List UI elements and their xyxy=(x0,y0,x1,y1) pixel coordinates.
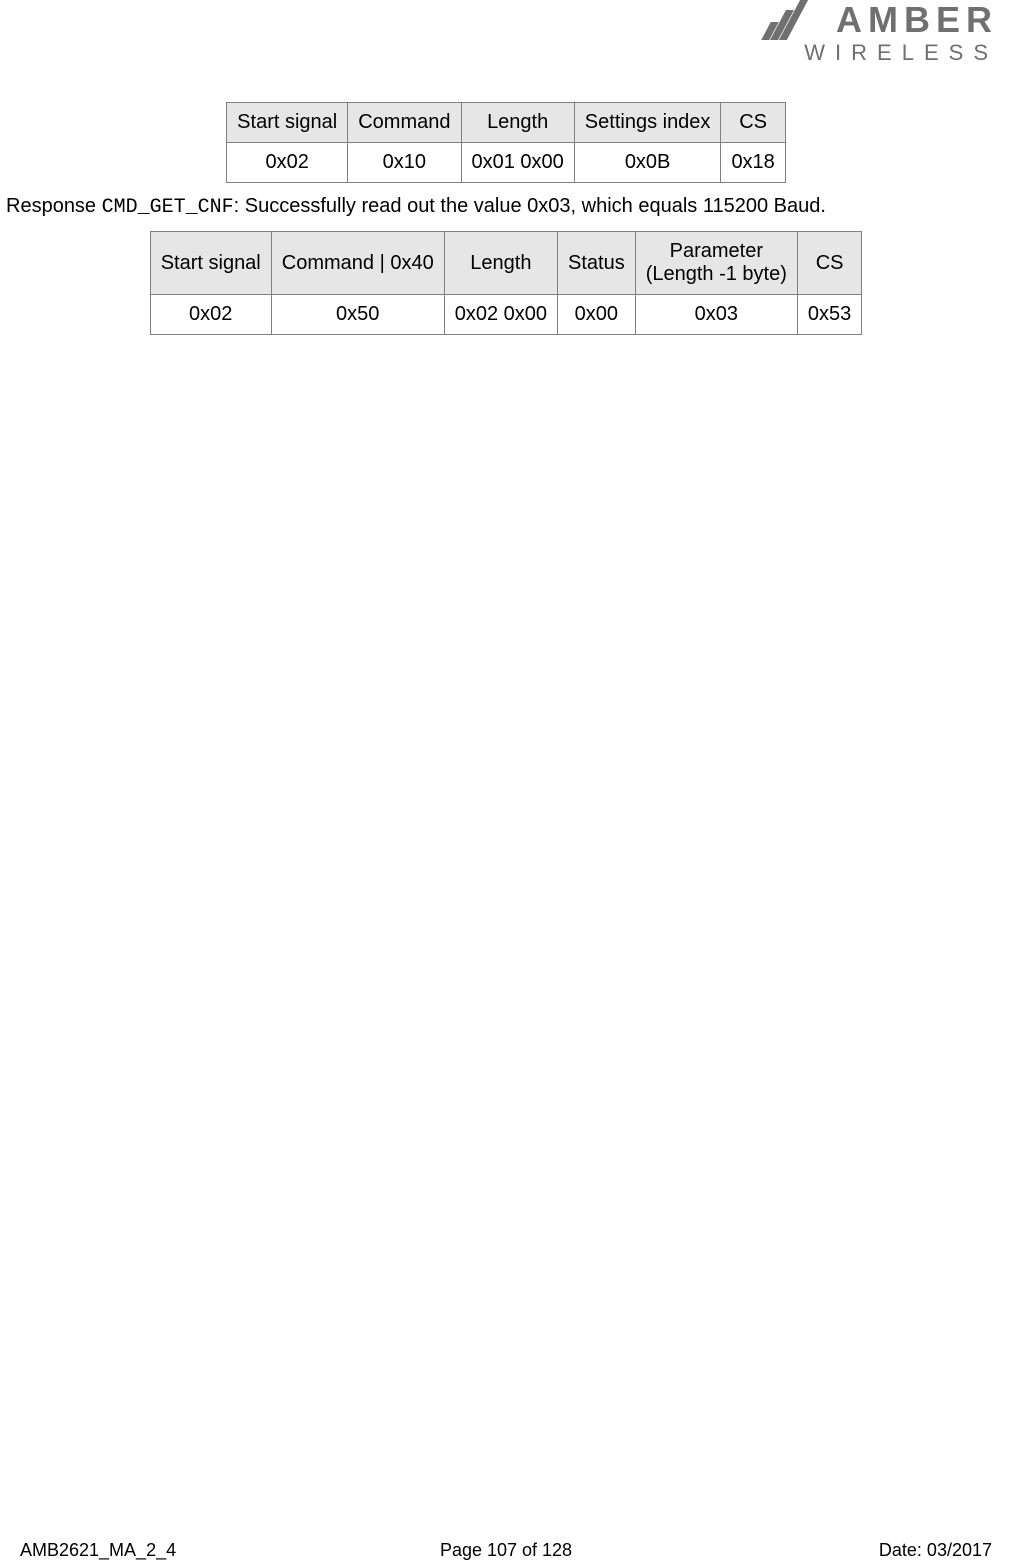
table-row: Start signal Command | 0x40 Length Statu… xyxy=(150,232,862,295)
col-header: Start signal xyxy=(150,232,271,295)
cell: 0x53 xyxy=(797,295,861,335)
cell: 0x02 0x00 xyxy=(444,295,557,335)
col-header: Length xyxy=(461,103,574,143)
footer-date: Date: 03/2017 xyxy=(879,1540,992,1561)
col-header: Command | 0x40 xyxy=(271,232,444,295)
col-header: Settings index xyxy=(574,103,721,143)
logo-text-amber: AMBER xyxy=(804,2,998,38)
cell: 0x50 xyxy=(271,295,444,335)
logo-stripes-icon xyxy=(766,0,806,40)
brand-logo: AMBER WIRELESS xyxy=(804,2,998,66)
cell: 0x02 xyxy=(227,143,348,183)
col-header: Status xyxy=(558,232,636,295)
response-packet-table: Start signal Command | 0x40 Length Statu… xyxy=(150,231,863,335)
cell: 0x03 xyxy=(635,295,797,335)
col-header: Length xyxy=(444,232,557,295)
table-row: Start signal Command Length Settings ind… xyxy=(227,103,786,143)
cell: 0x18 xyxy=(721,143,785,183)
cell: 0x00 xyxy=(558,295,636,335)
footer-page-number: Page 107 of 128 xyxy=(0,1540,1012,1561)
response-command-code: CMD_GET_CNF xyxy=(102,196,234,219)
page: AMBER WIRELESS Start signal Command Leng… xyxy=(0,0,1012,1564)
cell: 0x10 xyxy=(348,143,461,183)
col-header: Parameter(Length -1 byte) xyxy=(635,232,797,295)
logo-text-wireless: WIRELESS xyxy=(804,40,998,66)
cell: 0x02 xyxy=(150,295,271,335)
table-row: 0x02 0x50 0x02 0x00 0x00 0x03 0x53 xyxy=(150,295,862,335)
col-header: CS xyxy=(721,103,785,143)
cell: 0x01 0x00 xyxy=(461,143,574,183)
col-header: Start signal xyxy=(227,103,348,143)
col-header: CS xyxy=(797,232,861,295)
col-header: Command xyxy=(348,103,461,143)
response-description: Response CMD_GET_CNF: Successfully read … xyxy=(6,193,1012,221)
cell: 0x0B xyxy=(574,143,721,183)
document-body: Start signal Command Length Settings ind… xyxy=(0,102,1012,343)
response-suffix: : Successfully read out the value 0x03, … xyxy=(234,195,826,217)
request-packet-table: Start signal Command Length Settings ind… xyxy=(226,102,786,183)
response-prefix: Response xyxy=(6,195,102,217)
table-row: 0x02 0x10 0x01 0x00 0x0B 0x18 xyxy=(227,143,786,183)
